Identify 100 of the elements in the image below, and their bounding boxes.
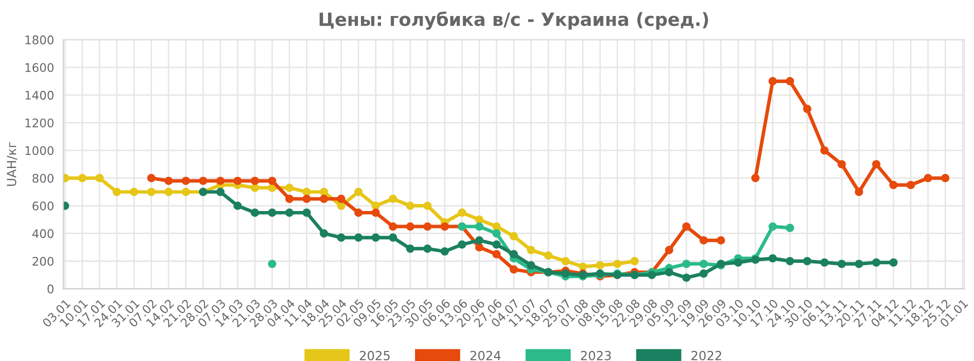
- point: [406, 244, 414, 253]
- point: [492, 250, 501, 258]
- point: [147, 174, 156, 182]
- point: [699, 236, 708, 245]
- point: [440, 222, 449, 231]
- point: [423, 244, 432, 253]
- legend-label: 2025: [360, 350, 390, 360]
- point: [854, 260, 864, 268]
- y-tick-label: 400: [32, 229, 54, 238]
- point: [803, 104, 812, 114]
- point: [889, 258, 898, 267]
- point: [337, 233, 346, 242]
- point: [648, 270, 656, 280]
- point: [768, 222, 777, 231]
- y-tick-label: 800: [32, 174, 54, 183]
- point: [786, 224, 794, 232]
- point: [820, 146, 829, 155]
- y-tick-label: 1000: [26, 146, 54, 156]
- point: [285, 194, 294, 204]
- point: [664, 268, 674, 276]
- point: [803, 256, 812, 266]
- chart-title: Цены: голубика в/с - Украина (сред.): [320, 12, 708, 30]
- point: [372, 208, 380, 217]
- point: [164, 188, 173, 196]
- point: [786, 77, 794, 86]
- point: [510, 232, 518, 240]
- point: [510, 250, 518, 258]
- legend-label: 2023: [580, 350, 611, 360]
- point: [285, 208, 294, 217]
- point: [475, 222, 484, 231]
- point: [423, 202, 432, 210]
- point: [699, 269, 708, 278]
- point: [354, 208, 363, 217]
- point: [233, 176, 242, 186]
- point: [78, 174, 86, 182]
- point: [440, 247, 449, 256]
- point: [716, 236, 726, 245]
- point: [112, 188, 121, 196]
- point: [682, 222, 691, 231]
- point: [838, 260, 846, 268]
- legend-label: 2022: [692, 350, 722, 360]
- point: [388, 194, 398, 204]
- point: [233, 202, 242, 210]
- point: [475, 243, 484, 252]
- point: [561, 256, 570, 266]
- point: [613, 260, 622, 268]
- point: [510, 265, 518, 274]
- point: [354, 188, 363, 196]
- legend-label: 2024: [470, 350, 501, 360]
- point: [250, 208, 260, 217]
- point: [268, 176, 276, 186]
- y-tick-label: 200: [32, 256, 54, 266]
- point: [130, 188, 138, 196]
- point: [268, 208, 276, 217]
- y-tick-label: 1200: [26, 118, 54, 128]
- point: [872, 258, 880, 267]
- point: [320, 229, 328, 238]
- point: [768, 254, 777, 263]
- point: [302, 188, 311, 196]
- point: [320, 194, 328, 204]
- point: [854, 188, 864, 196]
- point: [664, 246, 674, 254]
- y-tick-label: 1800: [26, 35, 54, 44]
- point: [458, 240, 466, 249]
- point: [337, 194, 346, 204]
- point: [182, 176, 190, 186]
- point: [526, 246, 536, 254]
- point: [285, 184, 294, 192]
- point: [872, 160, 880, 168]
- point: [95, 174, 104, 182]
- point: [941, 174, 950, 182]
- point: [889, 180, 898, 190]
- point: [216, 176, 225, 186]
- point: [372, 233, 380, 242]
- y-tick-label: 0: [48, 284, 54, 294]
- point: [216, 188, 225, 196]
- point: [475, 236, 484, 245]
- point: [302, 208, 311, 217]
- point: [147, 188, 156, 196]
- point: [320, 188, 328, 196]
- point: [578, 262, 587, 271]
- point: [302, 194, 311, 204]
- point: [820, 258, 829, 267]
- point: [423, 222, 432, 231]
- point: [250, 184, 260, 192]
- point: [388, 222, 398, 231]
- point: [250, 176, 260, 186]
- point: [526, 261, 536, 270]
- point: [337, 202, 346, 210]
- y-tick-label: 1400: [26, 90, 54, 100]
- point: [475, 215, 484, 224]
- point: [406, 222, 414, 231]
- point: [268, 260, 276, 268]
- point: [924, 174, 932, 182]
- point: [544, 251, 552, 260]
- point: [164, 176, 173, 186]
- y-tick-label: 600: [32, 201, 54, 210]
- point: [786, 256, 794, 266]
- y-axis-title: UAH/кг: [6, 142, 18, 186]
- point: [492, 222, 501, 231]
